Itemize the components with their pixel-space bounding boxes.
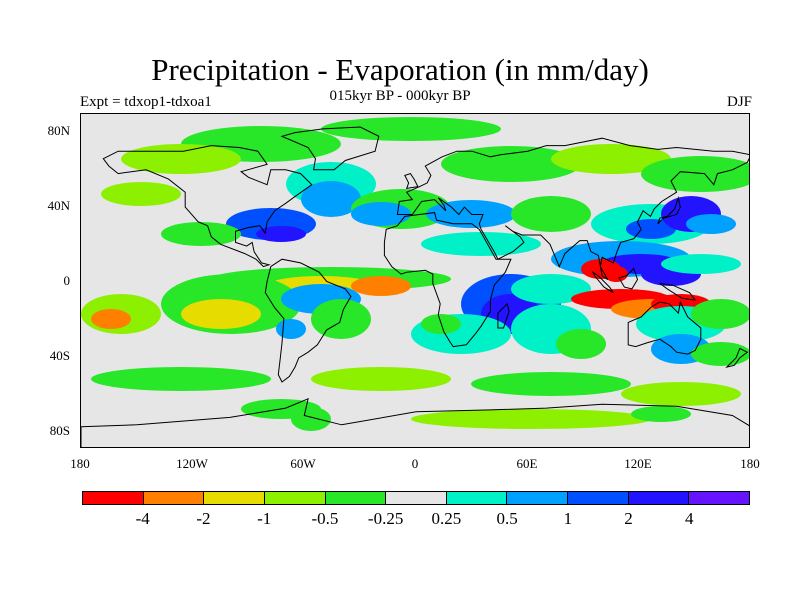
map-canvas xyxy=(81,117,749,447)
field-region xyxy=(691,299,749,329)
colorbar-label: 4 xyxy=(685,509,694,528)
coastline xyxy=(404,173,419,190)
field-region xyxy=(351,276,411,296)
coastline xyxy=(102,145,313,268)
coastline xyxy=(618,267,639,290)
field-region xyxy=(556,329,606,359)
field-region xyxy=(161,222,241,246)
field-region xyxy=(276,319,306,339)
colorbar-label: -4 xyxy=(135,509,150,528)
field-region xyxy=(91,367,271,391)
field-region xyxy=(321,117,501,141)
colorbar-label: -1 xyxy=(257,509,272,528)
field-region xyxy=(691,342,749,366)
plot-title: Precipitation - Evaporation (in mm/day) xyxy=(151,52,649,87)
map-frame xyxy=(80,113,750,448)
coastline xyxy=(396,137,749,281)
lon-label: 0 xyxy=(411,456,419,471)
colorbar-box xyxy=(386,492,447,504)
field-region xyxy=(421,232,541,256)
colorbar-box xyxy=(446,492,508,504)
coastline xyxy=(659,282,697,301)
field-contours xyxy=(81,117,749,431)
colorbar-box xyxy=(325,492,387,504)
coastline xyxy=(725,347,749,368)
field-region xyxy=(91,309,131,329)
lon-label: 60W xyxy=(290,456,316,471)
field-region xyxy=(511,274,591,304)
lon-label: 120E xyxy=(624,456,652,471)
field-region xyxy=(351,202,411,226)
colorbar-box xyxy=(83,492,144,504)
coastlines xyxy=(81,126,749,447)
lon-label: 180 xyxy=(740,456,760,471)
coastline xyxy=(497,302,510,329)
field-region xyxy=(311,367,451,391)
lat-label: 80S xyxy=(49,423,70,438)
field-region xyxy=(621,382,741,406)
colorbar-box xyxy=(204,492,265,504)
coastline xyxy=(627,300,702,355)
colorbar-label: 2 xyxy=(624,509,633,528)
lat-label: 40N xyxy=(47,198,70,213)
field-region xyxy=(471,372,631,396)
field-region xyxy=(411,409,651,429)
colorbar-label: 0.25 xyxy=(431,509,462,528)
lon-label: 180 xyxy=(70,456,90,471)
colorbar-box xyxy=(143,492,205,504)
coastline xyxy=(280,126,380,171)
field-region xyxy=(301,181,361,217)
lon-label: 60E xyxy=(516,456,538,471)
field-region xyxy=(291,407,331,431)
season-label: DJF xyxy=(726,94,752,110)
field-region xyxy=(604,266,628,282)
plot-subtitle: 015kyr BP - 000kyr BP xyxy=(329,88,471,104)
field-region xyxy=(641,156,749,192)
coastline xyxy=(591,270,614,294)
field-region xyxy=(121,144,241,174)
field-region xyxy=(511,196,591,232)
field-region xyxy=(661,254,741,274)
colorbar-box xyxy=(568,492,629,504)
coastline xyxy=(81,397,749,447)
colorbar-label: 1 xyxy=(563,509,573,528)
colorbar xyxy=(82,491,750,505)
coastline xyxy=(264,258,352,383)
colorbar-label: -0.5 xyxy=(311,509,339,528)
field-region xyxy=(631,406,691,422)
colorbar-box xyxy=(628,492,690,504)
colorbar-box xyxy=(264,492,326,504)
colorbar-label: -0.25 xyxy=(367,509,404,528)
field-region xyxy=(686,214,736,234)
lat-label: 0 xyxy=(63,273,71,288)
experiment-label: Expt = tdxop1-tdxoa1 xyxy=(80,94,212,110)
field-region xyxy=(256,226,306,242)
colorbar-label: 0.5 xyxy=(496,509,518,528)
field-region xyxy=(441,146,581,182)
colorbar-box xyxy=(507,492,569,504)
field-region xyxy=(101,182,181,206)
colorbar-label: -2 xyxy=(196,509,211,528)
coastline xyxy=(657,195,681,225)
coastline xyxy=(383,212,512,348)
lon-label: 120W xyxy=(176,456,208,471)
field-region xyxy=(181,299,261,329)
lat-label: 80N xyxy=(47,123,70,138)
field-region xyxy=(551,144,671,174)
lat-label: 40S xyxy=(49,348,70,363)
colorbar-box xyxy=(689,492,750,504)
